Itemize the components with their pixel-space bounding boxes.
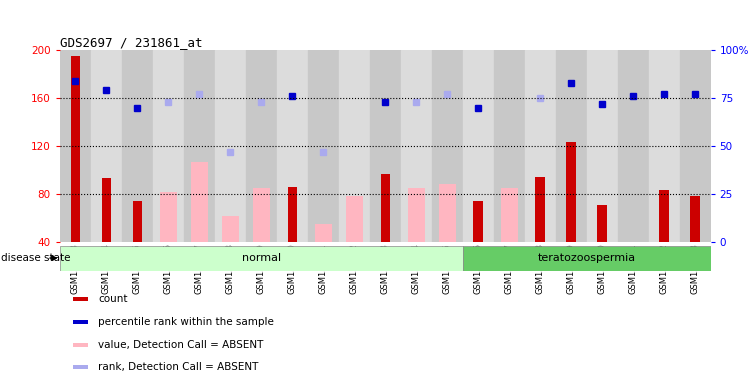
Bar — [690, 196, 700, 242]
Bar — [408, 188, 425, 242]
Bar — [122, 50, 153, 242]
Bar — [598, 205, 607, 242]
Bar — [556, 50, 586, 242]
Bar — [346, 196, 363, 242]
Bar — [70, 56, 80, 242]
Bar — [153, 50, 184, 242]
Text: disease state: disease state — [1, 253, 70, 263]
Bar — [463, 246, 711, 271]
Bar — [401, 50, 432, 242]
Bar — [307, 50, 339, 242]
Text: rank, Detection Call = ABSENT: rank, Detection Call = ABSENT — [98, 362, 259, 372]
Bar — [618, 50, 649, 242]
Bar — [566, 142, 576, 242]
Bar — [91, 50, 122, 242]
Bar — [524, 50, 556, 242]
Bar — [246, 50, 277, 242]
Bar — [221, 215, 239, 242]
Bar — [586, 50, 618, 242]
Bar — [494, 50, 524, 242]
Bar — [463, 50, 494, 242]
Bar — [253, 188, 270, 242]
Bar — [381, 174, 390, 242]
Bar — [370, 50, 401, 242]
Bar — [73, 365, 88, 369]
Bar — [500, 188, 518, 242]
Bar — [102, 178, 111, 242]
Bar — [160, 192, 177, 242]
Bar — [73, 320, 88, 324]
Bar — [73, 343, 88, 347]
Text: percentile rank within the sample: percentile rank within the sample — [98, 317, 274, 327]
Bar — [60, 246, 463, 271]
Bar — [315, 224, 332, 242]
Bar — [432, 50, 463, 242]
Bar — [277, 50, 307, 242]
Bar — [649, 50, 680, 242]
Bar — [184, 50, 215, 242]
Text: GDS2697 / 231861_at: GDS2697 / 231861_at — [60, 36, 203, 49]
Bar — [680, 50, 711, 242]
Text: teratozoospermia: teratozoospermia — [538, 253, 636, 263]
Bar — [438, 184, 456, 242]
Text: value, Detection Call = ABSENT: value, Detection Call = ABSENT — [98, 339, 263, 349]
Bar — [287, 187, 297, 242]
Bar — [536, 177, 545, 242]
Text: normal: normal — [242, 253, 280, 263]
Bar — [339, 50, 370, 242]
Text: count: count — [98, 294, 128, 304]
Bar — [60, 50, 91, 242]
Bar — [132, 201, 142, 242]
Bar — [215, 50, 246, 242]
Bar — [73, 297, 88, 301]
Bar — [191, 162, 208, 242]
Bar — [660, 190, 669, 242]
Bar — [473, 201, 483, 242]
